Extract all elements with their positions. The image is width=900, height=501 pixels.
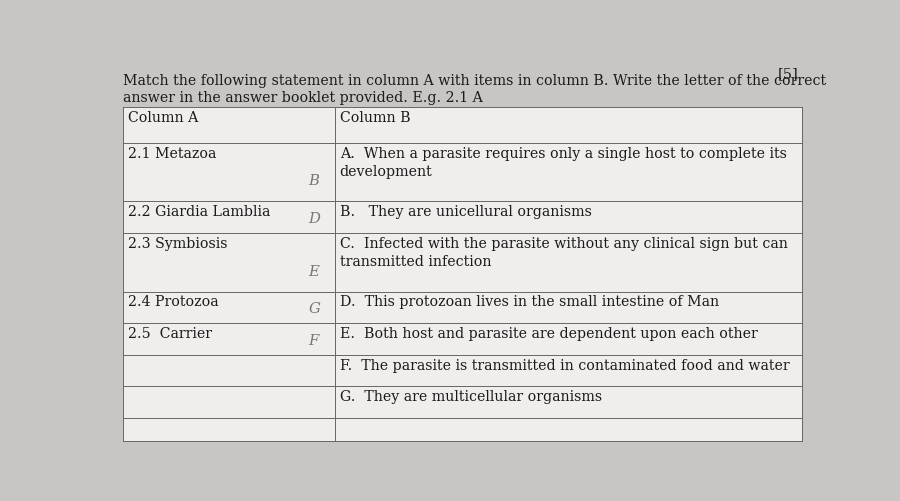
Text: answer in the answer booklet provided. E.g. 2.1 A: answer in the answer booklet provided. E… bbox=[123, 91, 482, 105]
Text: G.  They are multicellular organisms: G. They are multicellular organisms bbox=[339, 390, 602, 404]
Text: Match the following statement in column A with items in column B. Write the lett: Match the following statement in column … bbox=[123, 74, 826, 88]
Text: 2.4 Protozoa: 2.4 Protozoa bbox=[128, 296, 219, 310]
Text: E.  Both host and parasite are dependent upon each other: E. Both host and parasite are dependent … bbox=[339, 327, 757, 341]
Text: 2.3 Symbiosis: 2.3 Symbiosis bbox=[128, 237, 228, 251]
Text: F: F bbox=[308, 334, 319, 348]
Text: D: D bbox=[308, 212, 320, 226]
Text: transmitted infection: transmitted infection bbox=[339, 256, 491, 270]
Text: C.  Infected with the parasite without any clinical sign but can: C. Infected with the parasite without an… bbox=[339, 237, 788, 251]
Text: G: G bbox=[308, 302, 320, 316]
Text: 2.5  Carrier: 2.5 Carrier bbox=[128, 327, 212, 341]
Bar bbox=[123, 107, 802, 441]
Text: 2.2 Giardia Lamblia: 2.2 Giardia Lamblia bbox=[128, 205, 270, 219]
Text: 2.1 Metazoa: 2.1 Metazoa bbox=[128, 146, 216, 160]
Text: B: B bbox=[308, 174, 320, 188]
Text: Column B: Column B bbox=[339, 111, 410, 125]
Text: F.  The parasite is transmitted in contaminated food and water: F. The parasite is transmitted in contam… bbox=[339, 359, 789, 373]
Text: D.  This protozoan lives in the small intestine of Man: D. This protozoan lives in the small int… bbox=[339, 296, 719, 310]
Text: Column A: Column A bbox=[128, 111, 198, 125]
Text: development: development bbox=[339, 165, 432, 179]
Text: [5]: [5] bbox=[778, 67, 798, 81]
Text: E: E bbox=[308, 265, 320, 279]
Text: B.   They are unicellural organisms: B. They are unicellural organisms bbox=[339, 205, 591, 219]
Text: A.  When a parasite requires only a single host to complete its: A. When a parasite requires only a singl… bbox=[339, 146, 787, 160]
